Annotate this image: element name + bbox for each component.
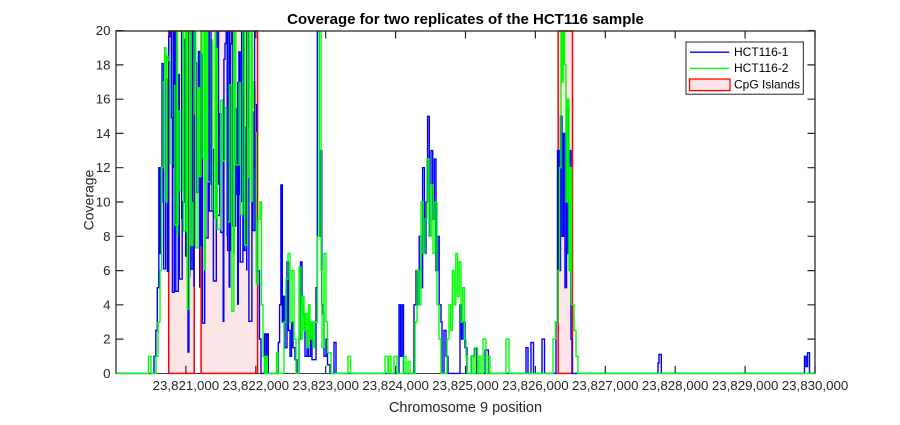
svg-text:CpG Islands: CpG Islands xyxy=(734,78,800,92)
svg-text:8: 8 xyxy=(103,229,110,244)
svg-text:23,823,000: 23,823,000 xyxy=(292,378,359,393)
svg-text:14: 14 xyxy=(96,126,111,141)
svg-text:23,824,000: 23,824,000 xyxy=(362,378,429,393)
svg-text:12: 12 xyxy=(96,160,111,175)
svg-text:4: 4 xyxy=(103,297,110,312)
svg-text:2: 2 xyxy=(103,332,110,347)
svg-text:Coverage for two replicates of: Coverage for two replicates of the HCT11… xyxy=(287,11,644,28)
svg-text:10: 10 xyxy=(96,195,111,210)
svg-text:23,828,000: 23,828,000 xyxy=(642,378,709,393)
svg-text:23,829,000: 23,829,000 xyxy=(712,378,779,393)
svg-text:6: 6 xyxy=(103,263,110,278)
svg-text:16: 16 xyxy=(96,92,111,107)
svg-text:Coverage: Coverage xyxy=(81,169,97,230)
svg-text:23,827,000: 23,827,000 xyxy=(572,378,639,393)
svg-text:23,822,000: 23,822,000 xyxy=(223,378,290,393)
svg-text:23,821,000: 23,821,000 xyxy=(153,378,220,393)
svg-text:0: 0 xyxy=(103,366,110,381)
svg-text:HCT116-2: HCT116-2 xyxy=(734,61,789,75)
svg-text:Chromosome 9 position: Chromosome 9 position xyxy=(389,400,542,416)
svg-text:20: 20 xyxy=(96,23,111,38)
svg-text:23,826,000: 23,826,000 xyxy=(502,378,569,393)
svg-text:23,830,000: 23,830,000 xyxy=(782,378,849,393)
svg-text:23,825,000: 23,825,000 xyxy=(432,378,499,393)
svg-text:18: 18 xyxy=(96,57,111,72)
svg-text:HCT116-1: HCT116-1 xyxy=(734,45,789,59)
